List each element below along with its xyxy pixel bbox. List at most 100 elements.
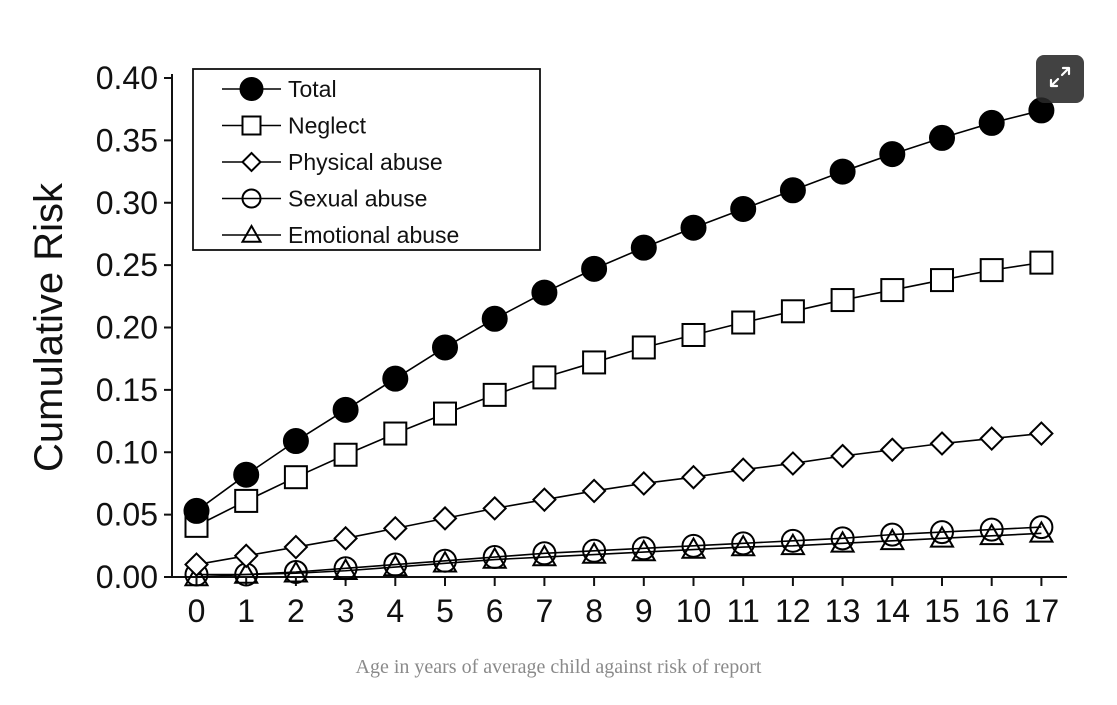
series-line-sexual-abuse <box>196 526 1042 576</box>
data-point-sexual-abuse <box>780 528 805 553</box>
data-point-sexual-abuse <box>930 520 954 545</box>
legend-marker-total <box>239 77 264 101</box>
data-point-total <box>680 214 707 241</box>
x-tick-label: 6 <box>486 593 504 629</box>
data-point-neglect <box>731 310 756 335</box>
data-point-emotional-abuse <box>978 522 1005 546</box>
data-point-emotional-abuse <box>929 525 955 548</box>
y-tick-label: 0.05 <box>96 497 158 533</box>
data-point-physical-abuse <box>184 552 209 577</box>
data-point-physical-abuse <box>730 457 756 483</box>
data-point-neglect <box>582 350 607 375</box>
series-layer <box>183 97 1055 587</box>
data-point-neglect <box>1029 250 1054 275</box>
data-point-physical-abuse <box>432 505 458 531</box>
legend-label-emotional-abuse: Emotional abuse <box>288 222 459 248</box>
data-point-neglect <box>681 322 706 347</box>
data-point-neglect <box>383 421 408 446</box>
data-point-neglect <box>333 442 358 467</box>
data-point-emotional-abuse <box>879 527 906 551</box>
data-point-total <box>879 141 906 168</box>
y-tick-label: 0.30 <box>96 185 158 221</box>
x-tick-label: 13 <box>825 593 861 629</box>
x-tick-label: 2 <box>287 593 305 629</box>
data-point-neglect <box>283 465 308 490</box>
data-point-total <box>829 158 856 185</box>
x-tick-label: 1 <box>237 593 255 629</box>
data-point-total <box>779 177 806 204</box>
axes: 0.000.050.100.150.200.250.300.350.400 1 2 3… <box>27 60 1067 629</box>
data-point-neglect <box>433 401 457 426</box>
y-axis-title: Cumulative Risk <box>27 182 71 472</box>
y-tick-label: 0.40 <box>96 60 158 96</box>
legend-label-neglect: Neglect <box>288 113 367 139</box>
data-point-total <box>531 279 558 306</box>
data-point-sexual-abuse <box>532 541 557 566</box>
data-point-sexual-abuse <box>830 526 855 551</box>
figure-caption: Age in years of average child against ri… <box>355 656 762 678</box>
legend-label-physical-abuse: Physical abuse <box>288 149 443 175</box>
data-point-physical-abuse <box>681 464 706 490</box>
data-point-sexual-abuse <box>731 531 756 556</box>
y-tick-label: 0.25 <box>96 247 158 283</box>
data-point-physical-abuse <box>1028 421 1054 446</box>
data-point-neglect <box>482 382 507 407</box>
data-point-emotional-abuse <box>1028 520 1055 543</box>
data-point-total <box>282 428 309 455</box>
data-point-sexual-abuse <box>631 536 656 561</box>
series-line-neglect <box>196 261 1042 527</box>
data-point-sexual-abuse <box>482 545 507 570</box>
series-neglect <box>184 250 1054 538</box>
x-tick-label: 16 <box>974 593 1010 629</box>
y-tick-label: 0.10 <box>96 434 158 470</box>
x-tick-label: 10 <box>676 593 712 629</box>
data-point-total <box>432 334 458 361</box>
series-total <box>183 97 1055 524</box>
x-tick-label: 7 <box>536 593 554 629</box>
data-point-physical-abuse <box>830 443 856 469</box>
legend-marker-emotional-abuse <box>240 223 263 243</box>
data-point-neglect <box>532 365 557 390</box>
data-point-total <box>929 124 955 151</box>
legend: Total Neglect Physical abuse Sexual abuse Em… <box>192 68 541 251</box>
data-point-total <box>978 109 1005 136</box>
data-point-physical-abuse <box>929 431 955 456</box>
data-point-neglect <box>880 278 905 303</box>
y-tick-label: 0.00 <box>96 559 158 595</box>
series-emotional-abuse <box>183 520 1055 587</box>
data-point-sexual-abuse <box>979 517 1004 542</box>
x-tick-label: 14 <box>875 593 911 629</box>
data-point-total <box>730 195 757 222</box>
data-point-physical-abuse <box>979 426 1005 451</box>
data-point-sexual-abuse <box>582 538 607 563</box>
legend-marker-physical-abuse <box>241 151 262 173</box>
x-tick-label: 17 <box>1024 593 1060 629</box>
x-tick-label: 5 <box>436 593 454 629</box>
expand-button[interactable] <box>1036 55 1084 103</box>
legend-marker-neglect <box>241 115 262 136</box>
x-tick-label: 0 <box>188 593 206 629</box>
x-tick-label: 15 <box>924 593 960 629</box>
x-tick-label: 12 <box>775 593 811 629</box>
data-point-physical-abuse <box>333 525 359 551</box>
y-tick-label: 0.15 <box>96 372 158 408</box>
data-point-total <box>382 365 409 392</box>
data-point-physical-abuse <box>879 437 905 463</box>
data-point-total <box>581 255 608 282</box>
data-point-neglect <box>780 299 805 324</box>
legend-label-total: Total <box>288 76 337 102</box>
series-line-physical-abuse <box>196 432 1042 566</box>
legend-label-sexual-abuse: Sexual abuse <box>288 186 427 212</box>
data-point-physical-abuse <box>780 451 806 476</box>
data-point-total <box>183 497 210 524</box>
data-point-neglect <box>979 258 1004 283</box>
data-point-neglect <box>830 288 855 313</box>
x-tick-label: 4 <box>386 593 404 629</box>
data-point-sexual-abuse <box>283 560 308 585</box>
data-point-neglect <box>930 268 954 293</box>
data-point-total <box>481 305 508 332</box>
x-tick-label: 9 <box>635 593 653 629</box>
series-sexual-abuse <box>184 515 1054 587</box>
legend-marker-sexual-abuse <box>241 188 262 209</box>
